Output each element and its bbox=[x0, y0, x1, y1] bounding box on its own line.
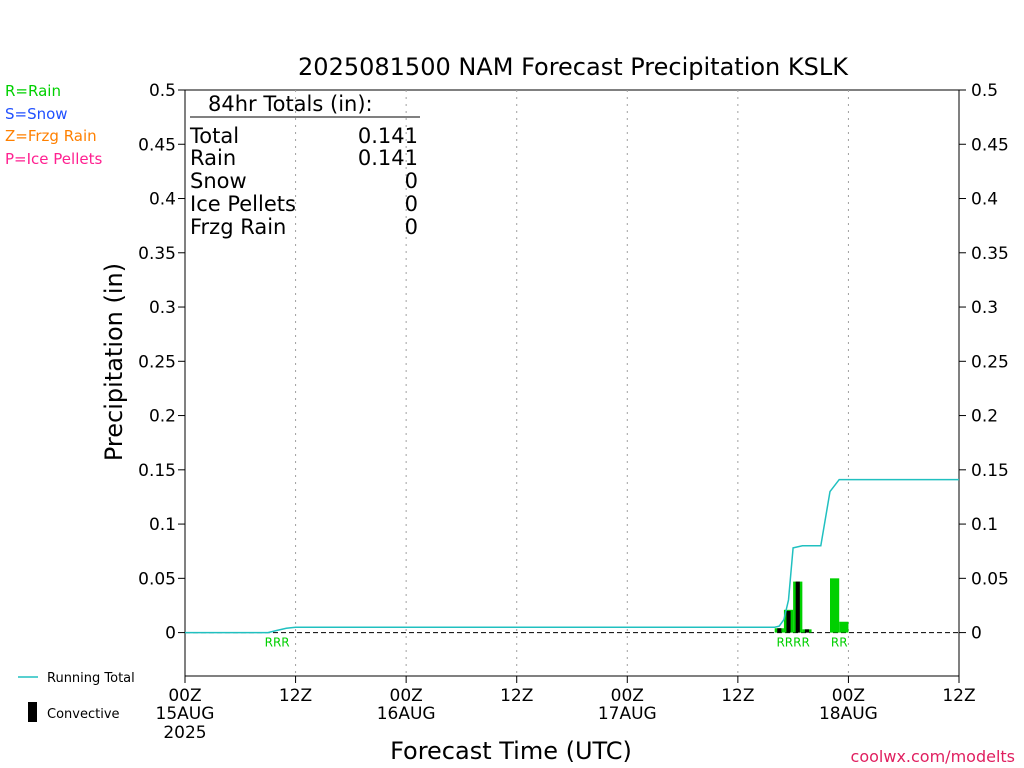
totals-box: 84hr Totals (in): Total 0.141 Rain 0.141… bbox=[189, 92, 420, 239]
totals-value-total: 0.141 bbox=[358, 124, 418, 148]
type-legend: R=Rain S=Snow Z=Frzg Rain P=Ice Pellets bbox=[5, 82, 102, 168]
precip-bar bbox=[830, 578, 840, 633]
y-tick-label-right: 0.05 bbox=[971, 569, 1009, 589]
running-total-series bbox=[185, 478, 959, 634]
y-tick-label-right: 0.3 bbox=[971, 298, 998, 318]
x-tick-label: 12Z bbox=[721, 686, 754, 706]
totals-label-total: Total bbox=[189, 124, 239, 148]
y-axis-right: 0 0.05 0.1 0.15 0.2 0.25 0.3 0.35 0.4 0.45 0.5 bbox=[959, 81, 1009, 644]
x-tick-label: 00Z bbox=[832, 686, 865, 706]
y-tick-label-left: 0.3 bbox=[149, 298, 176, 318]
legend-frzg-rain: Z=Frzg Rain bbox=[5, 127, 97, 145]
running-total-line bbox=[185, 478, 959, 634]
x-axis-label: Forecast Time (UTC) bbox=[390, 737, 632, 765]
x-tick-label: 00Z bbox=[611, 686, 644, 706]
totals-label-ice-pellets: Ice Pellets bbox=[190, 192, 296, 216]
convective-bar bbox=[786, 610, 791, 633]
totals-value-snow: 0 bbox=[405, 169, 418, 193]
vertical-gridlines bbox=[295, 90, 849, 676]
y-tick-label-right: 0 bbox=[971, 624, 982, 644]
y-axis-label: Precipitation (in) bbox=[100, 263, 128, 461]
y-tick-label-left: 0.4 bbox=[149, 190, 176, 210]
y-tick-label-left: 0 bbox=[165, 624, 176, 644]
y-tick-label-right: 0.2 bbox=[971, 407, 998, 427]
precip-type-marker: RRRR bbox=[776, 636, 809, 650]
y-tick-label-right: 0.25 bbox=[971, 352, 1009, 372]
y-tick-label-right: 0.5 bbox=[971, 81, 998, 101]
convective-bar bbox=[777, 628, 782, 633]
totals-value-frzg-rain: 0 bbox=[405, 215, 418, 239]
x-tick-date: 17AUG bbox=[598, 704, 657, 724]
y-tick-label-left: 0.5 bbox=[149, 81, 176, 101]
x-tick-year: 2025 bbox=[163, 723, 206, 743]
convective-bar bbox=[795, 581, 800, 633]
y-tick-label-left: 0.1 bbox=[149, 515, 176, 535]
y-tick-label-left: 0.35 bbox=[138, 244, 176, 264]
y-tick-label-left: 0.05 bbox=[138, 569, 176, 589]
precip-type-markers: RRR RRRR RR bbox=[265, 636, 848, 650]
y-tick-label-right: 0.45 bbox=[971, 135, 1009, 155]
x-tick-date: 15AUG bbox=[156, 704, 215, 724]
y-tick-label-left: 0.15 bbox=[138, 461, 176, 481]
convective-bars bbox=[777, 581, 810, 633]
precip-bar bbox=[839, 621, 849, 633]
precip-type-marker: RRR bbox=[265, 636, 290, 650]
plot-frame bbox=[184, 89, 960, 677]
convective-legend-label: Convective bbox=[47, 707, 120, 722]
credit-text: coolwx.com/modelts bbox=[851, 747, 1015, 766]
totals-label-frzg-rain: Frzg Rain bbox=[190, 215, 286, 239]
bottom-legend: Running Total Convective bbox=[18, 671, 135, 722]
x-tick-date: 16AUG bbox=[377, 704, 436, 724]
y-tick-label-right: 0.4 bbox=[971, 190, 998, 210]
totals-heading: 84hr Totals (in): bbox=[208, 92, 373, 116]
y-tick-label-left: 0.25 bbox=[138, 352, 176, 372]
precip-type-marker: RR bbox=[831, 636, 848, 650]
legend-snow: S=Snow bbox=[5, 105, 68, 123]
totals-value-ice-pellets: 0 bbox=[405, 192, 418, 216]
chart-title: 2025081500 NAM Forecast Precipitation KS… bbox=[298, 53, 849, 81]
y-axis-left: 0 0.05 0.1 0.15 0.2 0.25 0.3 0.35 0.4 0.45 0.5 bbox=[138, 81, 185, 644]
y-tick-label-left: 0.45 bbox=[138, 135, 176, 155]
convective-legend-swatch bbox=[28, 702, 37, 722]
y-tick-label-right: 0.35 bbox=[971, 244, 1009, 264]
convective-bar bbox=[804, 629, 810, 633]
y-tick-label-right: 0.15 bbox=[971, 461, 1009, 481]
x-tick-label: 12Z bbox=[500, 686, 533, 706]
y-tick-label-left: 0.2 bbox=[149, 407, 176, 427]
totals-label-rain: Rain bbox=[190, 146, 236, 170]
x-tick-label: 00Z bbox=[168, 686, 201, 706]
running-total-legend-label: Running Total bbox=[47, 671, 135, 686]
precip-bars bbox=[774, 578, 849, 633]
totals-value-rain: 0.141 bbox=[358, 146, 418, 170]
y-tick-label-right: 0.1 bbox=[971, 515, 998, 535]
x-tick-label: 12Z bbox=[279, 686, 312, 706]
x-tick-label: 00Z bbox=[390, 686, 423, 706]
x-tick-label: 12Z bbox=[942, 686, 975, 706]
legend-rain: R=Rain bbox=[5, 82, 61, 100]
legend-ice-pellets: P=Ice Pellets bbox=[5, 150, 102, 168]
totals-label-snow: Snow bbox=[190, 169, 247, 193]
x-tick-date: 18AUG bbox=[819, 704, 878, 724]
